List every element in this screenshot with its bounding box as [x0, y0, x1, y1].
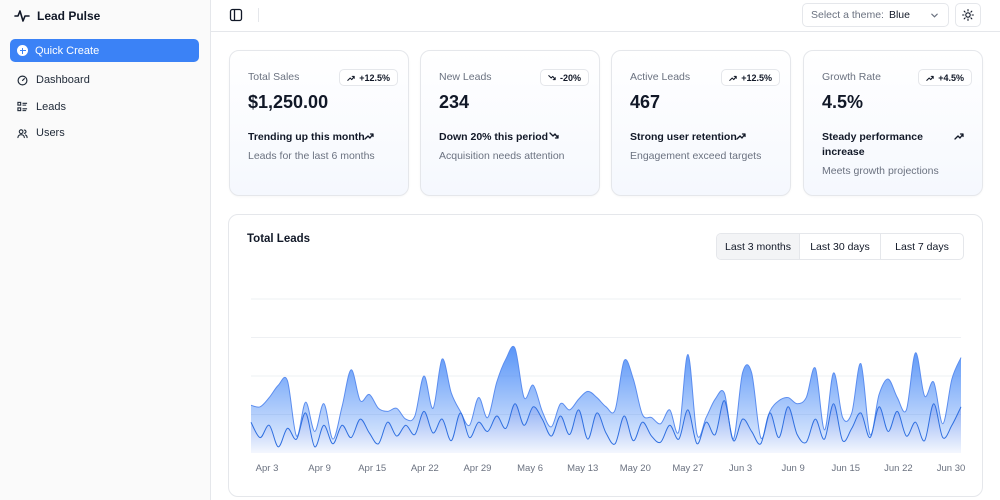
sidebar-item-label: Users — [36, 127, 65, 139]
sidebar-toggle-icon[interactable] — [229, 8, 243, 22]
trend-up-icon — [736, 133, 746, 140]
card-value: 467 — [630, 92, 661, 112]
sidebar-item-dashboard[interactable]: Dashboard — [10, 69, 199, 91]
change-badge-text: +12.5% — [359, 72, 390, 83]
x-tick-label: Apr 22 — [411, 463, 439, 474]
trend-up-icon — [926, 75, 934, 81]
chart-title: Total Leads — [247, 233, 311, 245]
card-label: New Leads — [439, 71, 492, 83]
sun-icon — [962, 9, 974, 21]
quick-create-label: Quick Create — [35, 44, 100, 57]
series-2-line — [250, 345, 962, 440]
x-tick-label: Apr 29 — [463, 463, 491, 474]
card-value: 234 — [439, 92, 470, 112]
x-tick-label: Jun 15 — [832, 463, 861, 474]
trend-down-icon — [548, 74, 556, 80]
series-1-line — [250, 400, 962, 448]
gauge-icon — [17, 75, 28, 85]
chevron-down-icon — [931, 13, 938, 18]
sidebar-item-label: Leads — [36, 100, 66, 113]
sidebar-nav: Dashboard Leads Users — [10, 69, 199, 149]
theme-toggle-button[interactable] — [955, 3, 981, 27]
card-value: 4.5% — [822, 92, 864, 112]
plus-circle-icon — [17, 45, 28, 56]
theme-select-label: Select a theme: — [811, 9, 884, 21]
card-trend: Strong user retention — [630, 131, 737, 143]
pulse-icon — [14, 10, 30, 22]
trend-down-icon — [549, 132, 559, 139]
theme-select[interactable]: Select a theme: Blue — [802, 3, 949, 27]
range-last-3-months-button[interactable]: Last 3 months — [717, 234, 800, 259]
change-badge: +12.5% — [721, 69, 780, 86]
sidebar-item-users[interactable]: Users — [10, 122, 199, 144]
change-badge-text: +4.5% — [938, 72, 964, 83]
stat-card-total-sales: Total Sales +12.5% $1,250.00 Trending up… — [229, 50, 409, 196]
card-description: Leads for the last 6 months — [248, 150, 375, 162]
trend-up-icon — [729, 75, 737, 81]
card-label: Total Sales — [248, 71, 300, 83]
header-divider — [258, 8, 259, 22]
brand[interactable]: Lead Pulse — [14, 6, 100, 26]
x-tick-label: Jun 9 — [782, 463, 805, 474]
list-icon — [17, 101, 28, 112]
change-badge-text: +12.5% — [741, 72, 772, 83]
x-tick-label: Apr 3 — [256, 463, 279, 474]
trend-up-icon — [347, 75, 355, 81]
change-badge: -20% — [539, 69, 589, 86]
sidebar-item-label: Dashboard — [36, 74, 90, 86]
card-description: Engagement exceed targets — [630, 150, 762, 162]
trend-up-icon — [954, 133, 964, 140]
x-tick-label: Jun 30 — [937, 463, 966, 474]
card-value: $1,250.00 — [248, 92, 329, 112]
card-description: Meets growth projections — [822, 165, 939, 177]
x-tick-label: Jun 22 — [884, 463, 913, 474]
card-description: Acquisition needs attention — [439, 150, 565, 162]
range-last-7-days-button[interactable]: Last 7 days — [895, 240, 949, 253]
card-label: Growth Rate — [822, 71, 881, 83]
change-badge: +4.5% — [918, 69, 972, 86]
sidebar: Lead Pulse Quick Create Dashboard Leads … — [0, 0, 211, 500]
x-tick-label: Apr 9 — [308, 463, 331, 474]
card-label: Active Leads — [630, 71, 691, 83]
area-chart: Apr 3 Apr 9 Apr 15 Apr 22 Apr 29 May 6 May 13 M… — [250, 298, 966, 474]
x-tick-label: May 20 — [620, 463, 651, 474]
card-trend: Steady performance increase — [822, 131, 923, 158]
sidebar-item-leads[interactable]: Leads — [10, 96, 199, 118]
x-tick-label: May 6 — [517, 463, 543, 474]
total-leads-chart-card: Total Leads Last 3 months Last 30 days L… — [228, 214, 983, 497]
change-badge: +12.5% — [339, 69, 398, 86]
range-last-30-days-button[interactable]: Last 30 days — [800, 234, 881, 259]
stat-card-active-leads: Active Leads +12.5% 467 Strong user rete… — [611, 50, 791, 196]
top-bar: Select a theme: Blue — [211, 0, 1000, 32]
x-tick-label: May 13 — [567, 463, 598, 474]
trend-up-icon — [364, 133, 374, 140]
quick-create-button[interactable]: Quick Create — [10, 39, 199, 62]
theme-select-value: Blue — [888, 9, 910, 21]
card-trend: Trending up this month — [248, 131, 365, 143]
stat-card-new-leads: New Leads -20% 234 Down 20% this period … — [420, 50, 600, 196]
stat-card-growth-rate: Growth Rate +4.5% 4.5% Steady performanc… — [803, 50, 983, 196]
series-1-area — [251, 400, 961, 453]
change-badge-text: -20% — [559, 72, 581, 83]
card-trend: Down 20% this period — [439, 131, 549, 143]
app-name: Lead Pulse — [37, 9, 101, 23]
range-toggle-group: Last 3 months Last 30 days Last 7 days — [716, 233, 964, 260]
x-tick-label: Jun 3 — [729, 463, 752, 474]
x-tick-label: Apr 15 — [358, 463, 386, 474]
x-tick-label: May 27 — [672, 463, 703, 474]
users-icon — [17, 128, 28, 138]
